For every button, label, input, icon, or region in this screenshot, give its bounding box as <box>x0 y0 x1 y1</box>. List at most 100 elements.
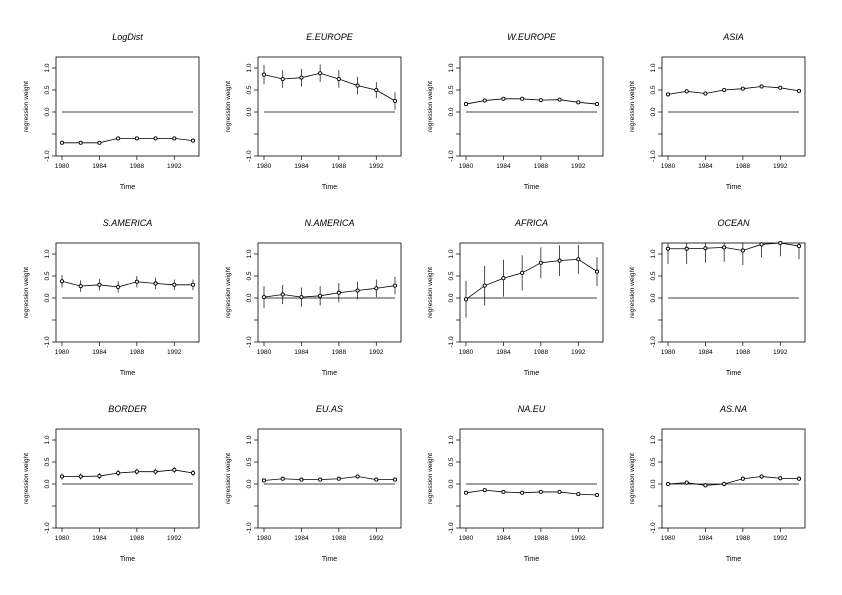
y-tick-label: 0.0 <box>44 479 51 488</box>
data-point <box>116 136 121 141</box>
x-tick-label: 1984 <box>92 535 107 542</box>
x-tick-label: 1988 <box>534 349 549 356</box>
data-point <box>261 72 267 77</box>
series-line <box>668 242 800 251</box>
plot-frame <box>55 242 200 343</box>
x-tick-label: 1980 <box>459 535 474 542</box>
x-axis-label: Time <box>726 184 741 191</box>
y-tick-label: -1.0 <box>246 336 253 348</box>
y-tick-label: 1.0 <box>246 249 253 258</box>
series-line <box>62 469 194 477</box>
panel-logdist: LogDist -1.0 0.0 0.5 1.0 1980 1984 1988 1992 Time… <box>23 32 200 191</box>
data-point <box>520 270 525 275</box>
x-tick-label: 1988 <box>736 535 751 542</box>
plot-frame <box>55 56 200 157</box>
data-point <box>684 89 689 94</box>
plot-frame <box>459 428 604 529</box>
panel-asia: ASIA -1.0 0.0 0.5 1.0 1980 1984 1988 1992 Time reg… <box>629 32 806 191</box>
x-tick-label: 1992 <box>369 535 384 542</box>
x-tick-label: 1984 <box>698 349 713 356</box>
panel-title: ASIA <box>722 32 744 42</box>
x-tick-label: 1992 <box>167 349 182 356</box>
x-tick-label: 1980 <box>55 535 70 542</box>
y-axis-label: regression weight <box>225 81 232 132</box>
series-line <box>465 98 598 105</box>
x-tick-label: 1992 <box>167 163 182 170</box>
x-tick-label: 1984 <box>496 349 511 356</box>
x-axis-label: Time <box>524 184 539 191</box>
data-point <box>190 282 196 287</box>
series-line <box>263 72 396 102</box>
x-tick-label: 1980 <box>459 163 474 170</box>
panel-w-europe: W.EUROPE -1.0 0.0 0.5 1.0 1980 1984 1988 1992 Tim… <box>427 32 604 191</box>
y-tick-label: -1.0 <box>650 522 657 534</box>
plot-frame <box>257 56 402 157</box>
data-point <box>392 98 398 104</box>
data-point <box>520 96 525 101</box>
data-point <box>759 474 764 479</box>
data-point <box>355 83 360 88</box>
data-point <box>501 489 506 494</box>
y-tick-label: 0.0 <box>44 107 51 116</box>
data-point <box>78 474 83 479</box>
data-point <box>703 483 708 488</box>
x-tick-label: 1992 <box>571 535 586 542</box>
data-point <box>684 480 689 485</box>
data-point <box>318 293 323 298</box>
y-tick-label: 0.0 <box>650 479 657 488</box>
y-tick-label: 1.0 <box>650 249 657 258</box>
series-line <box>667 86 800 95</box>
panel-title: S.AMERICA <box>103 218 153 228</box>
x-tick-label: 1992 <box>571 163 586 170</box>
x-tick-label: 1980 <box>459 349 474 356</box>
data-point <box>557 97 562 102</box>
panel-title: NA.EU <box>518 404 546 414</box>
data-point <box>336 76 341 82</box>
plot-frame <box>661 56 806 157</box>
y-axis-label: regression weight <box>427 453 434 504</box>
data-point <box>190 470 196 476</box>
x-axis-label: Time <box>726 556 741 563</box>
y-axis-label: regression weight <box>629 81 636 132</box>
panel-border: BORDER -1.0 0.0 0.5 1.0 1980 1984 1988 1992 Time r… <box>23 404 200 563</box>
y-tick-label: 0.5 <box>448 85 455 94</box>
data-point <box>778 85 783 90</box>
data-point <box>778 476 783 481</box>
y-tick-label: -1.0 <box>44 150 51 162</box>
y-tick-label: 1.0 <box>448 435 455 444</box>
x-tick-label: 1980 <box>661 163 676 170</box>
data-point <box>97 474 102 479</box>
data-point <box>778 240 783 246</box>
y-tick-label: 1.0 <box>246 435 253 444</box>
x-tick-label: 1992 <box>167 535 182 542</box>
data-point <box>374 87 379 93</box>
y-tick-label: -1.0 <box>246 522 253 534</box>
x-tick-label: 1992 <box>773 535 788 542</box>
y-axis-label: regression weight <box>427 81 434 132</box>
data-point <box>482 488 487 493</box>
y-tick-label: 1.0 <box>650 63 657 72</box>
y-tick-label: 0.5 <box>650 85 657 94</box>
y-tick-label: 0.5 <box>44 271 51 280</box>
x-tick-label: 1992 <box>773 349 788 356</box>
x-tick-label: 1984 <box>92 163 107 170</box>
x-tick-label: 1988 <box>534 535 549 542</box>
data-point <box>153 469 158 474</box>
data-point <box>355 474 360 479</box>
data-point <box>59 279 65 284</box>
data-point <box>703 246 708 251</box>
data-point <box>759 242 764 247</box>
x-tick-label: 1992 <box>571 349 586 356</box>
data-point <box>355 288 360 293</box>
series-line <box>465 489 598 496</box>
data-point <box>116 470 121 476</box>
x-axis-label: Time <box>120 370 135 377</box>
y-tick-label: 0.5 <box>246 85 253 94</box>
x-tick-label: 1988 <box>130 163 145 170</box>
x-tick-label: 1980 <box>661 349 676 356</box>
x-tick-label: 1980 <box>55 163 70 170</box>
data-point <box>520 490 525 495</box>
plot-frame <box>55 428 200 529</box>
y-tick-label: 0.5 <box>44 457 51 466</box>
